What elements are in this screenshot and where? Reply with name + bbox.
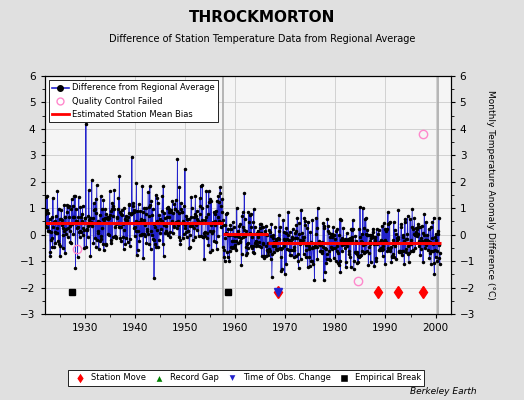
Text: Difference of Station Temperature Data from Regional Average: Difference of Station Temperature Data f… [109, 34, 415, 44]
Legend: Difference from Regional Average, Quality Control Failed, Estimated Station Mean: Difference from Regional Average, Qualit… [49, 80, 218, 122]
Text: THROCKMORTON: THROCKMORTON [189, 10, 335, 25]
Text: Berkeley Earth: Berkeley Earth [410, 387, 477, 396]
Legend: Station Move, Record Gap, Time of Obs. Change, Empirical Break: Station Move, Record Gap, Time of Obs. C… [68, 370, 424, 386]
Y-axis label: Monthly Temperature Anomaly Difference (°C): Monthly Temperature Anomaly Difference (… [486, 90, 495, 300]
